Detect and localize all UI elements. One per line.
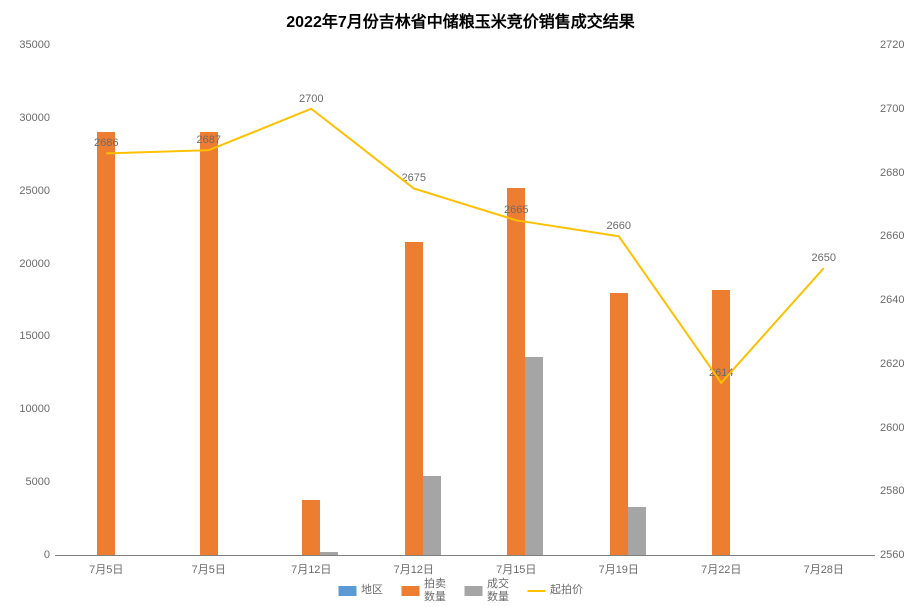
chart-title: 2022年7月份吉林省中储粮玉米竞价销售成交结果 (0, 8, 921, 32)
y-left-tick-label: 0 (10, 549, 50, 561)
x-tick-label: 7月12日 (394, 561, 434, 577)
legend-swatch (338, 586, 356, 596)
y-left-tick-label: 20000 (10, 258, 50, 270)
y-right-tick-label: 2720 (880, 39, 920, 51)
legend-label: 成交 数量 (487, 578, 509, 603)
y-right-tick-label: 2640 (880, 294, 920, 306)
x-tick-label: 7月5日 (89, 561, 123, 577)
line-layer (55, 45, 875, 555)
plot-area: 26862687270026752665266026142650 (55, 45, 875, 555)
y-right-tick-label: 2560 (880, 549, 920, 561)
x-tick-label: 7月28日 (804, 561, 844, 577)
line-price (106, 109, 824, 383)
y-left-tick-label: 15000 (10, 330, 50, 342)
y-left-tick-label: 25000 (10, 185, 50, 197)
y-right-tick-label: 2680 (880, 167, 920, 179)
x-tick-label: 7月12日 (291, 561, 331, 577)
y-right-tick-label: 2700 (880, 103, 920, 115)
x-tick-label: 7月5日 (192, 561, 226, 577)
legend-item-deal: 成交 数量 (464, 578, 509, 603)
legend-item-region: 地区 (338, 584, 383, 597)
x-tick-label: 7月19日 (599, 561, 639, 577)
y-right-tick-label: 2580 (880, 485, 920, 497)
legend-item-auction: 拍卖 数量 (401, 578, 446, 603)
x-axis-baseline (55, 555, 875, 556)
legend-label: 起拍价 (550, 584, 583, 597)
y-right-tick-label: 2600 (880, 422, 920, 434)
y-left-tick-label: 35000 (10, 39, 50, 51)
legend: 地区 拍卖 数量 成交 数量 起拍价 (338, 578, 583, 603)
chart-container: 2022年7月份吉林省中储粮玉米竞价销售成交结果 268626872700267… (0, 0, 921, 607)
legend-swatch (464, 586, 482, 596)
legend-label: 拍卖 数量 (424, 578, 446, 603)
x-tick-label: 7月22日 (701, 561, 741, 577)
y-left-tick-label: 30000 (10, 112, 50, 124)
y-right-tick-label: 2620 (880, 358, 920, 370)
x-tick-label: 7月15日 (496, 561, 536, 577)
y-left-tick-label: 5000 (10, 476, 50, 488)
legend-swatch (527, 590, 545, 592)
y-right-tick-label: 2660 (880, 230, 920, 242)
legend-label: 地区 (361, 584, 383, 597)
legend-item-price: 起拍价 (527, 584, 583, 597)
y-left-tick-label: 10000 (10, 403, 50, 415)
legend-swatch (401, 586, 419, 596)
